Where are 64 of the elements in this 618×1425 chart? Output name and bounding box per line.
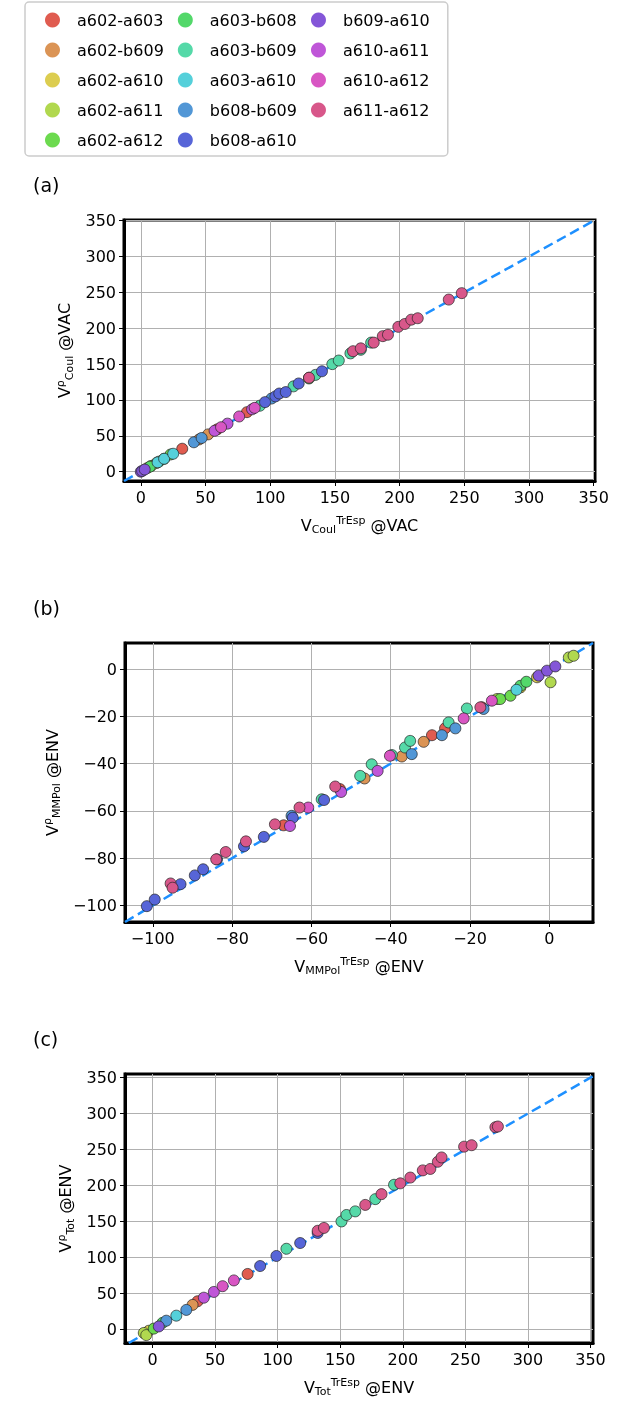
y-tick-label: 350 bbox=[86, 1068, 117, 1088]
y-axis-title: VρTot @ENV bbox=[54, 1164, 77, 1253]
legend-label: a611-a612 bbox=[342, 100, 430, 120]
legend-label: b608-b609 bbox=[209, 100, 297, 120]
y-tick-label: 250 bbox=[86, 1140, 117, 1160]
x-tick-label: 150 bbox=[319, 487, 351, 507]
y-tick-label: 150 bbox=[85, 354, 116, 374]
x-tick-label: 50 bbox=[204, 1349, 226, 1369]
y-tick-label: 200 bbox=[86, 1175, 117, 1195]
y-tick-label: 0 bbox=[106, 1319, 117, 1339]
legend-label: a610-a611 bbox=[342, 40, 430, 60]
legend-label: b608-a610 bbox=[209, 130, 297, 150]
y-axis-title: VρMMPol @ENV bbox=[41, 728, 64, 837]
x-tick-label: 200 bbox=[387, 1349, 419, 1369]
x-tick-label: 0 bbox=[135, 487, 146, 507]
y-tick-label: 250 bbox=[85, 282, 116, 302]
chart-title: (a) bbox=[33, 173, 60, 196]
y-tick-label: −20 bbox=[83, 706, 117, 726]
chart-title: (c) bbox=[33, 1027, 59, 1050]
legend-label: a603-b608 bbox=[209, 10, 297, 30]
legend-label: a603-b609 bbox=[209, 40, 297, 60]
legend-label: b609-a610 bbox=[342, 10, 430, 30]
legend-label: a602-a611 bbox=[77, 100, 164, 120]
y-tick-label: −40 bbox=[83, 754, 117, 774]
x-tick-label: 50 bbox=[195, 487, 216, 507]
y-tick-label: −100 bbox=[73, 895, 117, 915]
y-tick-label: 300 bbox=[86, 1104, 117, 1124]
x-tick-label: 350 bbox=[578, 487, 609, 507]
legend-label: a602-a612 bbox=[77, 130, 164, 150]
y-tick-label: 100 bbox=[86, 1247, 117, 1267]
x-tick-label: 100 bbox=[254, 487, 286, 507]
legend-label: a602-a603 bbox=[77, 10, 164, 30]
x-tick-label: −80 bbox=[215, 928, 249, 948]
y-tick-label: 100 bbox=[85, 390, 116, 410]
x-tick-label: 0 bbox=[147, 1349, 158, 1369]
x-tick-label: 250 bbox=[450, 1349, 481, 1369]
x-tick-label: −20 bbox=[453, 928, 487, 948]
x-tick-label: 100 bbox=[262, 1349, 293, 1369]
x-tick-label: 300 bbox=[513, 487, 545, 507]
x-tick-label: −60 bbox=[294, 928, 329, 948]
y-tick-label: −60 bbox=[83, 801, 117, 821]
x-tick-label: 0 bbox=[544, 928, 555, 948]
x-tick-label: 350 bbox=[575, 1349, 606, 1369]
y-tick-label: 200 bbox=[85, 318, 116, 338]
y-tick-label: −80 bbox=[83, 848, 117, 868]
y-tick-label: 50 bbox=[96, 1283, 117, 1303]
y-tick-label: 0 bbox=[105, 462, 116, 482]
y-tick-label: 150 bbox=[86, 1211, 117, 1231]
legend-label: a603-a610 bbox=[209, 70, 297, 90]
chart-title: (b) bbox=[33, 596, 60, 619]
y-tick-label: 50 bbox=[95, 426, 116, 446]
y-tick-label: 0 bbox=[106, 659, 117, 679]
x-tick-label: 150 bbox=[324, 1349, 356, 1369]
x-tick-label: 200 bbox=[384, 487, 415, 507]
legend-label: a602-a610 bbox=[77, 70, 164, 90]
legend-label: a602-b609 bbox=[77, 40, 164, 60]
x-tick-label: −40 bbox=[373, 928, 408, 948]
legend-label: a610-a612 bbox=[342, 70, 430, 90]
y-axis-title: VρCoul @VAC bbox=[53, 302, 76, 399]
x-tick-label: −100 bbox=[130, 928, 175, 948]
y-tick-label: 300 bbox=[85, 247, 116, 267]
x-tick-label: 250 bbox=[449, 487, 480, 507]
x-tick-label: 300 bbox=[512, 1349, 544, 1369]
y-tick-label: 350 bbox=[85, 211, 116, 231]
